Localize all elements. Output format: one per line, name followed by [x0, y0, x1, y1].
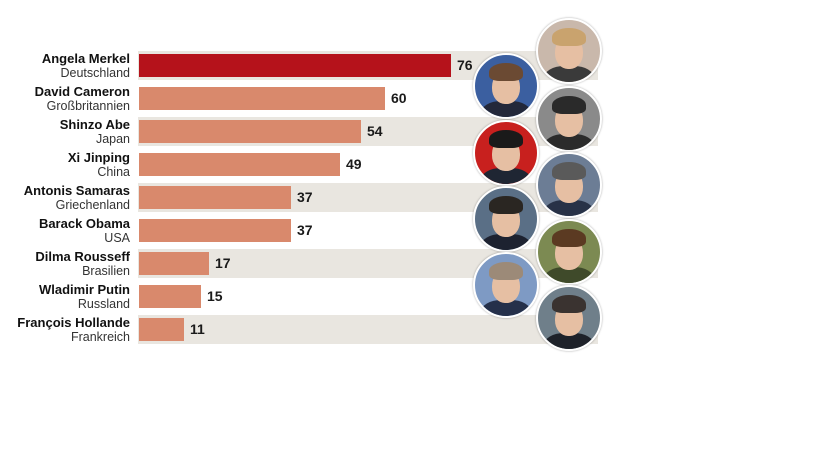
data-label: 17	[215, 255, 231, 271]
portrait-hair	[552, 28, 586, 46]
portrait-suit	[544, 333, 594, 349]
portrait-hair	[552, 295, 586, 313]
portrait-hair	[489, 130, 523, 148]
row-background	[138, 315, 598, 344]
data-label: 37	[297, 222, 313, 238]
bar	[139, 54, 451, 77]
portrait-samaras-icon	[536, 152, 602, 218]
portrait-suit	[544, 134, 594, 150]
portrait-suit	[481, 234, 531, 250]
leader-country: China	[97, 165, 130, 179]
portrait-hair	[489, 196, 523, 214]
portrait-hair	[552, 229, 586, 247]
data-label: 76	[457, 57, 473, 73]
leader-country: Brasilien	[82, 264, 130, 278]
portrait-suit	[544, 66, 594, 82]
leader-country: USA	[104, 231, 130, 245]
data-label: 60	[391, 90, 407, 106]
portrait-suit	[481, 168, 531, 184]
data-label: 11	[190, 321, 205, 337]
leader-country: Großbritannien	[46, 99, 130, 113]
portrait-rousseff-icon	[536, 219, 602, 285]
portrait-suit	[481, 101, 531, 117]
bar	[139, 87, 385, 110]
bar	[139, 153, 340, 176]
portrait-putin-icon	[473, 252, 539, 318]
leader-name: Wladimir Putin	[39, 282, 130, 297]
data-label: 54	[367, 123, 383, 139]
leader-country: Russland	[77, 297, 130, 311]
portrait-hair	[489, 262, 523, 280]
bar	[139, 186, 291, 209]
leader-name: Dilma Rousseff	[35, 249, 130, 264]
portrait-cameron-icon	[473, 53, 539, 119]
portrait-suit	[544, 200, 594, 216]
leader-country: Frankreich	[70, 330, 130, 344]
leader-name: Xi Jinping	[67, 150, 130, 165]
portrait-hollande-icon	[536, 285, 602, 351]
data-label: 37	[297, 189, 313, 205]
leader-name: Antonis Samaras	[23, 183, 130, 198]
leader-country: Deutschland	[60, 66, 131, 80]
bar	[139, 120, 361, 143]
portrait-suit	[544, 267, 594, 283]
leader-name: Shinzo Abe	[59, 117, 130, 132]
portrait-hair	[489, 63, 523, 81]
portrait-merkel-icon	[536, 18, 602, 84]
portrait-suit	[481, 300, 531, 316]
leader-country: Griechenland	[55, 198, 130, 212]
leader-name: Angela Merkel	[41, 51, 130, 66]
bar	[139, 318, 184, 341]
bar	[139, 219, 291, 242]
leader-name: David Cameron	[34, 84, 130, 99]
bar	[139, 252, 209, 275]
data-label: 49	[346, 156, 362, 172]
leader-country: Japan	[95, 132, 130, 146]
portrait-obama-icon	[473, 186, 539, 252]
leader-name: Barack Obama	[38, 216, 130, 231]
portrait-xi-icon	[473, 120, 539, 186]
portrait-abe-icon	[536, 86, 602, 152]
portrait-hair	[552, 96, 586, 114]
leader-name: François Hollande	[17, 315, 130, 330]
bar	[139, 285, 201, 308]
portrait-hair	[552, 162, 586, 180]
data-label: 15	[207, 288, 223, 304]
